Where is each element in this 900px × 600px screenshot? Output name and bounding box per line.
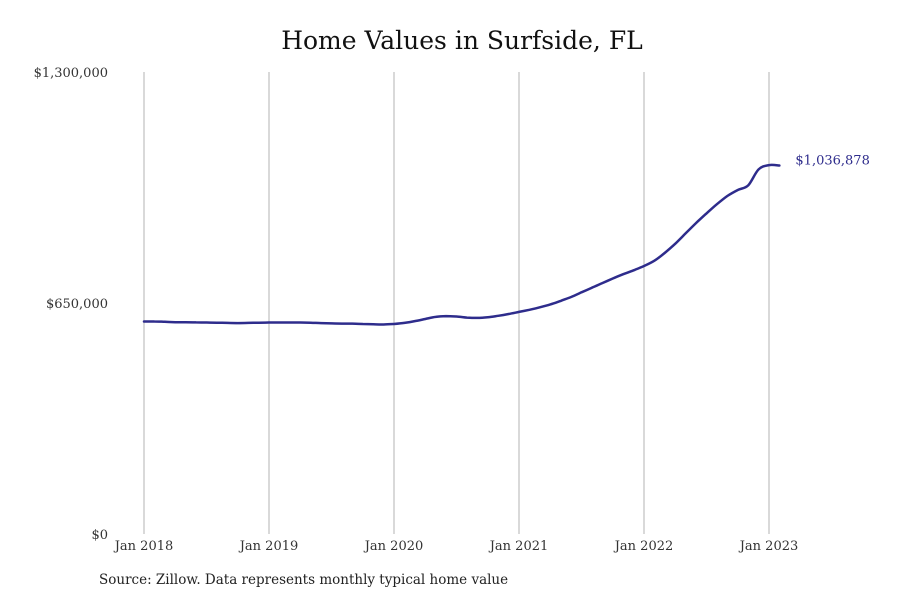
data-point	[716, 203, 718, 205]
series-line	[142, 163, 781, 326]
data-point	[601, 282, 603, 284]
x-tick-label: Jan 2019	[238, 539, 299, 554]
data-point	[456, 316, 458, 318]
data-point	[560, 300, 562, 302]
x-tick-label: Jan 2023	[738, 539, 799, 554]
data-point	[549, 303, 551, 305]
data-point	[591, 287, 593, 289]
data-point	[518, 311, 520, 313]
data-point	[153, 321, 155, 323]
data-point	[299, 322, 301, 324]
data-point	[581, 291, 583, 293]
data-point	[747, 184, 749, 186]
data-point	[476, 317, 478, 319]
data-point	[268, 322, 270, 324]
data-point	[445, 315, 447, 317]
data-point	[216, 322, 218, 324]
source-note: Source: Zillow. Data represents monthly …	[99, 572, 509, 588]
y-tick-label: $0	[91, 528, 108, 543]
data-point	[497, 315, 499, 317]
data-point	[435, 316, 437, 318]
data-point	[612, 278, 614, 280]
data-point	[726, 195, 728, 197]
chart-title: Home Values in Surfside, FL	[281, 26, 643, 55]
x-axis-ticks: Jan 2018 Jan 2019 Jan 2020 Jan 2021 Jan 2022…	[113, 539, 799, 554]
data-point	[310, 322, 312, 324]
data-point	[341, 323, 343, 325]
data-point	[758, 168, 760, 170]
end-value-label: $1,036,878	[795, 154, 869, 169]
x-tick-label: Jan 2021	[488, 539, 549, 554]
data-point	[424, 318, 426, 320]
data-point	[737, 189, 739, 191]
data-point	[664, 252, 666, 254]
data-point	[633, 269, 635, 271]
y-tick-label: $1,300,000	[34, 66, 108, 81]
data-point	[164, 321, 166, 323]
data-point	[237, 322, 239, 324]
data-point	[362, 323, 364, 325]
data-point	[508, 313, 510, 315]
data-point	[622, 273, 624, 275]
data-point	[768, 164, 770, 166]
data-point	[206, 322, 208, 324]
data-point	[695, 222, 697, 224]
y-axis-ticks: $0 $650,000 $1,300,000	[34, 66, 108, 543]
data-point	[258, 322, 260, 324]
data-point	[372, 323, 374, 325]
data-point	[143, 321, 145, 323]
data-point	[226, 322, 228, 324]
data-point	[528, 309, 530, 311]
data-point	[320, 322, 322, 324]
data-point	[466, 317, 468, 319]
x-tick-label: Jan 2022	[613, 539, 674, 554]
data-point	[570, 296, 572, 298]
data-point	[278, 322, 280, 324]
data-point	[331, 322, 333, 324]
data-point	[539, 306, 541, 308]
data-point	[289, 322, 291, 324]
data-point	[685, 232, 687, 234]
data-point	[174, 321, 176, 323]
data-point	[674, 243, 676, 245]
data-point	[195, 321, 197, 323]
data-point	[351, 323, 353, 325]
data-point	[393, 323, 395, 325]
series-layer	[142, 163, 781, 326]
data-point	[487, 316, 489, 318]
data-point	[383, 324, 385, 326]
data-point	[653, 260, 655, 262]
data-point	[643, 265, 645, 267]
y-tick-label: $650,000	[46, 297, 108, 312]
data-point	[706, 212, 708, 214]
x-tick-label: Jan 2020	[363, 539, 424, 554]
data-labels: $1,036,878	[795, 154, 869, 169]
x-tick-label: Jan 2018	[113, 539, 174, 554]
data-point	[403, 322, 405, 324]
data-point	[778, 165, 780, 167]
data-point	[414, 320, 416, 322]
data-point	[247, 322, 249, 324]
gridlines	[143, 72, 770, 534]
data-point	[185, 321, 187, 323]
